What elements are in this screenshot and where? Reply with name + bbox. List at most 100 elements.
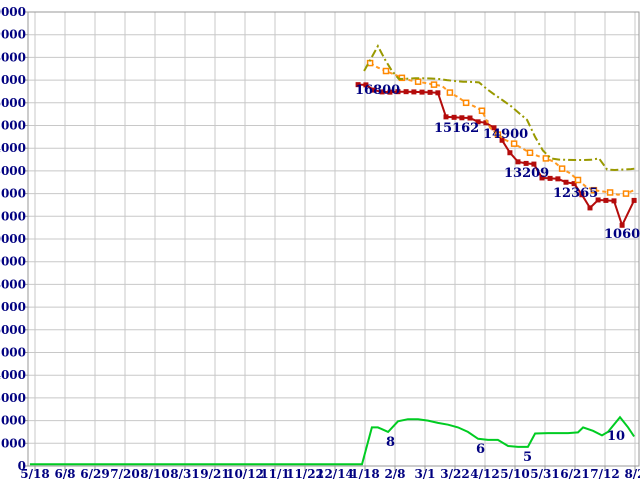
y-axis-label: 5000 xyxy=(0,346,26,360)
x-axis-label: 12/14 xyxy=(316,467,354,480)
main-price-line-marker xyxy=(555,176,561,182)
data-point-label: 5 xyxy=(523,450,532,465)
main-price-line-marker xyxy=(483,120,489,126)
main-price-line-marker xyxy=(603,197,609,203)
main-price-line-marker xyxy=(631,197,637,203)
y-axis-label: 2000 xyxy=(0,414,26,428)
y-axis-label: 7000 xyxy=(0,300,26,314)
main-price-line-marker xyxy=(531,161,537,167)
y-axis-label: 0 xyxy=(18,459,26,473)
x-axis-label: 7/12 xyxy=(590,467,619,480)
y-axis-label: 17000 xyxy=(0,73,26,87)
data-point-label: 8 xyxy=(386,435,395,450)
upper-price-line-path xyxy=(363,44,636,172)
x-axis-label: 2/8 xyxy=(384,467,405,480)
main-price-line-marker xyxy=(371,87,377,93)
y-axis-label: 8000 xyxy=(0,277,26,291)
y-axis-label: 19000 xyxy=(0,28,26,42)
plot-border xyxy=(27,11,640,467)
average-price-line-marker xyxy=(414,78,422,85)
data-point-label: 12365 xyxy=(553,186,598,201)
main-price-line-marker xyxy=(419,89,425,95)
average-price-line-marker xyxy=(622,190,630,197)
x-axis-label: 5/18 xyxy=(20,467,49,480)
main-price-line-marker xyxy=(355,82,361,88)
x-axis-label: 3/1 xyxy=(414,467,435,480)
average-price-line-marker xyxy=(542,155,550,162)
y-axis-label: 16000 xyxy=(0,96,26,110)
x-axis-label: 3/22 xyxy=(440,467,469,480)
x-axis-label: 8/2 xyxy=(624,467,640,480)
average-price-line-marker xyxy=(446,89,454,96)
main-price-line-marker xyxy=(435,90,441,96)
x-axis-label: 11/22 xyxy=(286,467,324,480)
average-price-line-marker xyxy=(526,149,534,156)
main-price-line-marker xyxy=(563,179,569,185)
main-price-line-marker xyxy=(507,150,513,156)
x-axis-label: 6/8 xyxy=(54,467,75,480)
main-price-line-marker xyxy=(571,181,577,187)
average-price-line-marker xyxy=(590,186,598,194)
data-point-label: 13209 xyxy=(504,166,549,181)
main-price-line-marker xyxy=(515,159,521,165)
average-price-line-marker xyxy=(478,107,486,114)
x-axis-label: 11/1 xyxy=(260,467,289,480)
y-axis-label: 10000 xyxy=(0,232,26,246)
main-price-line-marker xyxy=(427,89,433,95)
main-price-line-marker xyxy=(611,198,617,204)
x-axis-label: 8/31 xyxy=(170,467,199,480)
main-price-line-marker xyxy=(475,119,481,125)
main-price-line-marker xyxy=(491,125,497,131)
average-price-line-path xyxy=(369,62,635,196)
x-axis-label: 7/20 xyxy=(110,467,139,480)
main-price-line-marker xyxy=(595,197,601,203)
x-axis-label: 10/12 xyxy=(226,467,264,480)
main-price-line-marker xyxy=(363,82,369,88)
x-axis-label: 5/10 xyxy=(500,467,529,480)
y-axis-label: 6000 xyxy=(0,323,26,337)
main-price-line-path xyxy=(358,83,636,228)
average-price-line-marker xyxy=(398,74,406,82)
main-price-line-marker xyxy=(395,89,401,95)
main-price-line-marker xyxy=(467,115,473,121)
main-price-line-marker xyxy=(523,160,529,166)
main-price-line-marker xyxy=(387,89,393,95)
data-point-label: 6 xyxy=(476,442,485,457)
main-price-line-marker xyxy=(499,137,505,143)
data-point-label: 14900 xyxy=(483,127,528,142)
y-axis-label: 15000 xyxy=(0,119,26,133)
main-price-line-marker xyxy=(379,89,385,95)
x-axis-label: 5/31 xyxy=(530,467,559,480)
average-price-line-marker xyxy=(494,131,502,138)
average-price-line-marker xyxy=(462,99,470,107)
y-axis-label: 4000 xyxy=(0,368,26,382)
average-price-line-marker xyxy=(382,67,390,75)
x-axis-label: 9/21 xyxy=(200,467,229,480)
average-price-line-marker xyxy=(510,140,518,147)
data-point-label: 16800 xyxy=(355,83,400,98)
main-price-line-marker xyxy=(539,175,545,181)
x-axis-label: 4/12 xyxy=(470,467,499,480)
main-price-line-marker xyxy=(619,222,625,228)
y-axis-label: 12000 xyxy=(0,187,26,201)
data-point-label: 15162 xyxy=(434,121,479,136)
data-point-label: 10 xyxy=(607,429,625,444)
y-axis-label: 3000 xyxy=(0,391,26,405)
data-point-label: 10605 xyxy=(604,227,640,242)
average-price-line-marker xyxy=(430,81,438,88)
main-price-line-marker xyxy=(547,175,553,181)
main-price-line-marker xyxy=(579,192,585,198)
main-price-line-marker xyxy=(443,114,449,120)
y-axis-label: 1000 xyxy=(0,436,26,450)
x-axis-label: 8/10 xyxy=(140,467,169,480)
average-price-line-marker xyxy=(606,189,614,196)
y-axis-label: 18000 xyxy=(0,50,26,64)
average-price-line-marker xyxy=(558,165,566,172)
y-axis-label: 14000 xyxy=(0,141,26,155)
main-price-line-marker xyxy=(451,114,457,120)
main-price-line-marker xyxy=(587,205,593,211)
y-axis-label: 13000 xyxy=(0,164,26,178)
y-axis-label: 11000 xyxy=(0,209,26,223)
